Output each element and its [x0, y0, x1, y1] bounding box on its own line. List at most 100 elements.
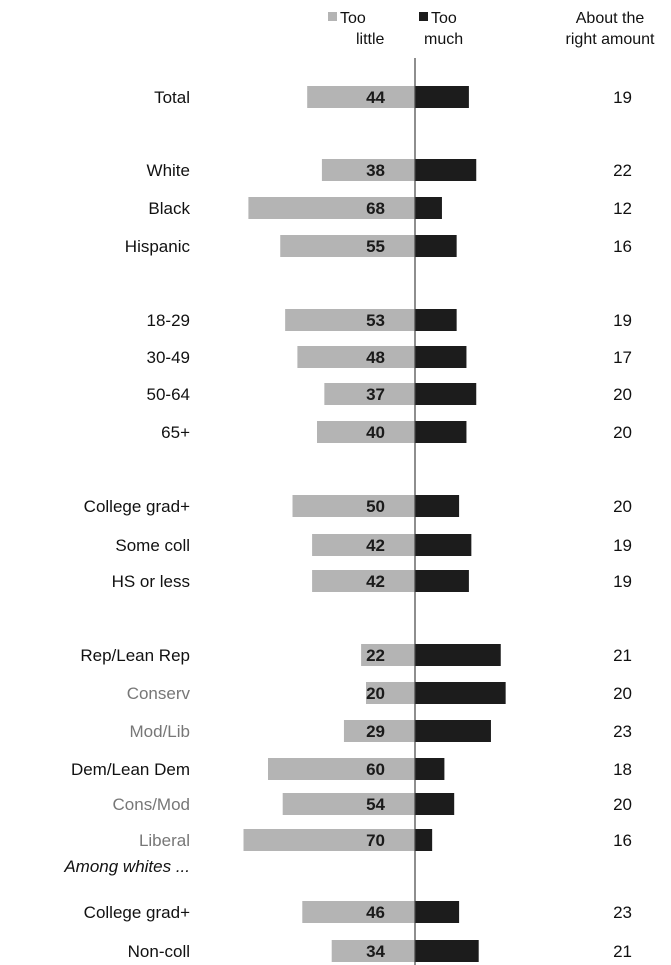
bar-too-much	[415, 940, 479, 962]
category-label: 30-49	[147, 348, 190, 367]
value-label-right-amount: 20	[613, 423, 632, 442]
bar-too-little	[312, 534, 415, 556]
bar-too-little	[331, 940, 415, 962]
value-label-right-amount: 23	[613, 903, 632, 922]
category-label: Non-coll	[128, 942, 190, 961]
value-label-right-amount: 19	[613, 88, 632, 107]
bar-too-little	[297, 346, 415, 368]
bar-too-little	[321, 159, 415, 181]
category-label: Dem/Lean Dem	[71, 760, 190, 779]
bar-too-much	[415, 309, 457, 331]
bar-too-much	[415, 534, 472, 556]
bar-too-little	[282, 793, 415, 815]
value-label-too-little: 37	[366, 385, 385, 404]
category-label: HS or less	[112, 572, 190, 591]
value-label-right-amount: 21	[613, 942, 632, 961]
value-label-too-little: 34	[366, 942, 385, 961]
category-label: College grad+	[84, 497, 190, 516]
category-label: White	[147, 161, 190, 180]
bar-too-much	[415, 570, 469, 592]
bar-too-much	[415, 829, 433, 851]
value-label-too-little: 55	[366, 237, 385, 256]
bar-too-little	[366, 682, 415, 704]
bar-too-little	[268, 758, 415, 780]
value-label-too-little: 54	[366, 795, 385, 814]
bar-too-much	[415, 720, 491, 742]
category-label: Rep/Lean Rep	[80, 646, 190, 665]
bar-too-much	[415, 346, 467, 368]
bar-too-much	[415, 235, 457, 257]
value-label-too-little: 38	[366, 161, 385, 180]
bar-too-much	[415, 197, 442, 219]
value-label-right-amount: 20	[613, 497, 632, 516]
bar-too-much	[415, 383, 477, 405]
value-label-right-amount: 20	[613, 684, 632, 703]
category-label: Liberal	[139, 831, 190, 850]
value-label-too-little: 42	[366, 572, 385, 591]
legend-too-much-line1: Too	[431, 10, 457, 27]
bar-too-much	[415, 793, 455, 815]
legend-right-amount-line2: right amount	[566, 31, 655, 48]
value-label-too-little: 48	[366, 348, 385, 367]
legend-too-little-line2: little	[356, 31, 385, 48]
bar-too-little	[343, 720, 415, 742]
value-label-too-little: 53	[366, 311, 385, 330]
value-label-too-little: 42	[366, 536, 385, 555]
category-label: Hispanic	[125, 237, 191, 256]
value-label-right-amount: 20	[613, 795, 632, 814]
value-label-right-amount: 16	[613, 831, 632, 850]
legend-right-amount-line1: About the	[576, 10, 645, 27]
category-label: 18-29	[147, 311, 190, 330]
category-label: 65+	[161, 423, 190, 442]
value-label-right-amount: 12	[613, 199, 632, 218]
category-label: Among whites ...	[63, 857, 190, 876]
bar-too-little	[285, 309, 415, 331]
value-label-right-amount: 16	[613, 237, 632, 256]
category-label: Black	[148, 199, 190, 218]
value-label-too-little: 40	[366, 423, 385, 442]
value-label-too-little: 22	[366, 646, 385, 665]
bar-too-much	[415, 682, 506, 704]
bar-too-little	[324, 383, 415, 405]
value-label-too-little: 29	[366, 722, 385, 741]
legend-too-little-line1: Too	[340, 10, 366, 27]
bar-too-much	[415, 421, 467, 443]
category-label: Some coll	[115, 536, 190, 555]
bar-too-little	[307, 86, 415, 108]
value-label-too-little: 20	[366, 684, 385, 703]
bar-too-little	[292, 495, 415, 517]
value-label-right-amount: 22	[613, 161, 632, 180]
category-label: Conserv	[127, 684, 191, 703]
value-label-too-little: 60	[366, 760, 385, 779]
value-label-right-amount: 19	[613, 536, 632, 555]
category-label: College grad+	[84, 903, 190, 922]
legend-swatch-too-much	[419, 12, 428, 21]
category-label: Total	[154, 88, 190, 107]
value-label-right-amount: 17	[613, 348, 632, 367]
bar-too-much	[415, 495, 460, 517]
bar-too-little	[302, 901, 415, 923]
value-label-right-amount: 18	[613, 760, 632, 779]
bar-too-much	[415, 901, 460, 923]
value-label-too-little: 50	[366, 497, 385, 516]
value-label-too-little: 70	[366, 831, 385, 850]
bar-too-little	[317, 421, 415, 443]
value-label-right-amount: 23	[613, 722, 632, 741]
bar-too-little	[361, 644, 415, 666]
bar-too-much	[415, 758, 445, 780]
category-label: Mod/Lib	[130, 722, 190, 741]
bar-too-little	[248, 197, 415, 219]
bar-too-much	[415, 644, 501, 666]
legend: Too little Too much About the right amou…	[328, 10, 655, 48]
bar-too-much	[415, 86, 469, 108]
legend-swatch-too-little	[328, 12, 337, 21]
value-label-too-little: 44	[366, 88, 385, 107]
chart-rows: Total 44 19 White 38 22 Black 68 12 Hispanic 55 16 1…	[63, 86, 632, 962]
value-label-too-little: 46	[366, 903, 385, 922]
bar-too-much	[415, 159, 477, 181]
bar-too-little	[312, 570, 415, 592]
legend-too-much-line2: much	[424, 31, 463, 48]
category-label: Cons/Mod	[113, 795, 190, 814]
value-label-right-amount: 21	[613, 646, 632, 665]
